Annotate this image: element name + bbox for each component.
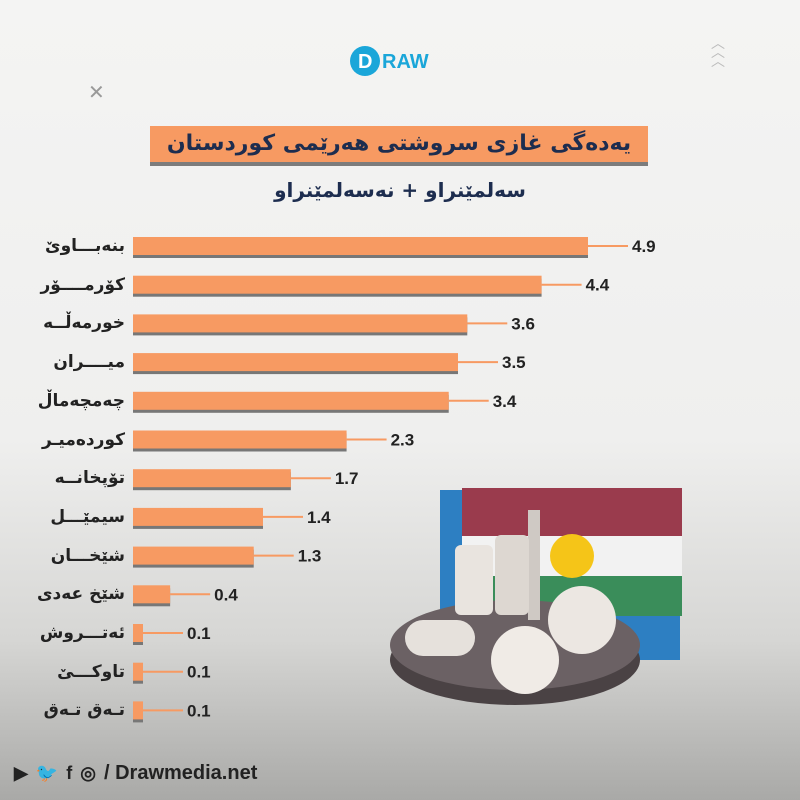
chart-title: یەدەگی غازی سروشتی هەرێمی کوردستان — [150, 126, 648, 166]
value-label: 0.1 — [187, 624, 211, 643]
bar — [133, 662, 143, 681]
bar — [133, 314, 468, 333]
category-label: تـەق تـەق — [43, 700, 125, 721]
draw-logo: D RAW — [350, 46, 429, 76]
bar — [133, 546, 254, 565]
bar — [133, 391, 449, 410]
value-label: 3.4 — [493, 392, 517, 411]
value-label: 3.5 — [502, 353, 526, 372]
bar — [133, 624, 143, 642]
category-label: کۆرمــــۆر — [40, 274, 125, 295]
bar — [133, 430, 347, 449]
bar — [133, 353, 458, 372]
illustration-gas-plant — [390, 488, 682, 705]
value-label: 2.3 — [391, 431, 415, 450]
footer: ▶ 🐦 f ◎ / Drawmedia.net — [14, 762, 257, 785]
value-label: 0.4 — [214, 585, 238, 604]
value-label: 1.7 — [335, 469, 359, 488]
facebook-icon[interactable]: f — [66, 763, 73, 783]
value-label: 4.4 — [586, 276, 610, 295]
category-label: چەمچەماڵ — [37, 390, 125, 411]
value-label: 0.1 — [187, 663, 211, 682]
value-label: 0.1 — [187, 701, 211, 720]
svg-text:RAW: RAW — [382, 51, 429, 73]
category-label: بنەبـــاوێ — [45, 236, 125, 256]
category-label: ئەتـــروش — [39, 623, 125, 643]
category-label: میــــران — [53, 352, 125, 373]
category-label: سیمێـــل — [50, 506, 125, 527]
youtube-icon[interactable]: ▶ — [14, 763, 28, 783]
category-label: شێخ عەدی — [36, 584, 125, 605]
value-label: 3.6 — [511, 314, 535, 333]
category-label: شێخـــان — [50, 545, 125, 566]
twitter-icon[interactable]: 🐦 — [35, 763, 59, 783]
svg-text:D: D — [358, 51, 372, 73]
instagram-icon[interactable]: ◎ — [80, 763, 96, 783]
bar — [133, 585, 171, 604]
bar — [133, 237, 588, 255]
value-label: 1.4 — [307, 508, 331, 527]
bar — [133, 507, 263, 526]
category-label: تۆپخانــە — [54, 468, 125, 489]
chart-subtitle: سەلمێنراو + نەسەلمێنراو — [274, 178, 526, 202]
category-label: کوردەمیـر — [42, 429, 125, 450]
category-label: تاوکـــێ — [57, 661, 125, 682]
category-label: خورمەڵــە — [43, 313, 125, 334]
bar — [133, 275, 542, 294]
bar — [133, 469, 291, 488]
website-link[interactable]: / Drawmedia.net — [103, 762, 258, 784]
bar — [133, 701, 143, 720]
chevrons-up-icon: ︿ ︿ ︿ — [711, 36, 725, 70]
value-label: 1.3 — [298, 547, 322, 566]
value-label: 4.9 — [632, 237, 656, 256]
close-mark-icon: ✕ — [88, 80, 105, 104]
